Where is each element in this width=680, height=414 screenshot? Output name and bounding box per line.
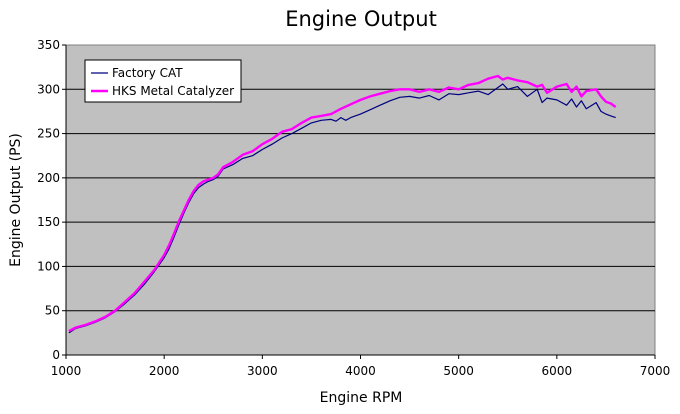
y-tick-label: 250 [37,127,60,141]
gridlines [66,88,655,312]
y-tick-label: 350 [37,38,60,52]
x-axis-ticks: 1000 2000 3000 4000 5000 6000 7000 [51,355,671,378]
y-tick-label: 0 [52,348,60,362]
x-tick-label: 7000 [640,364,671,378]
x-tick-label: 1000 [51,364,82,378]
y-tick-label: 200 [37,171,60,185]
x-tick-label: 6000 [542,364,573,378]
x-tick-label: 3000 [247,364,278,378]
x-tick-label: 4000 [345,364,376,378]
legend: Factory CAT HKS Metal Catalyzer [84,59,242,103]
legend-label-hks-metal-catalyzer: HKS Metal Catalyzer [112,84,234,98]
x-axis-label: Engine RPM [320,390,403,406]
y-tick-label: 100 [37,259,60,273]
y-tick-label: 150 [37,215,60,229]
x-tick-label: 2000 [149,364,180,378]
series-line-hks-metal-catalyzer [68,74,617,333]
chart-title: Engine Output [285,7,437,31]
y-tick-label: 50 [45,304,60,318]
legend-label-factory-cat: Factory CAT [112,66,183,80]
series-line-factory-cat [68,83,616,334]
legend-box [84,59,242,103]
y-axis-ticks: 0 50 100 150 200 250 300 350 [37,38,66,362]
y-axis-label: Engine Output (PS) [8,133,24,267]
x-tick-label: 5000 [443,364,474,378]
y-tick-label: 300 [37,82,60,96]
series-lines [68,74,617,334]
